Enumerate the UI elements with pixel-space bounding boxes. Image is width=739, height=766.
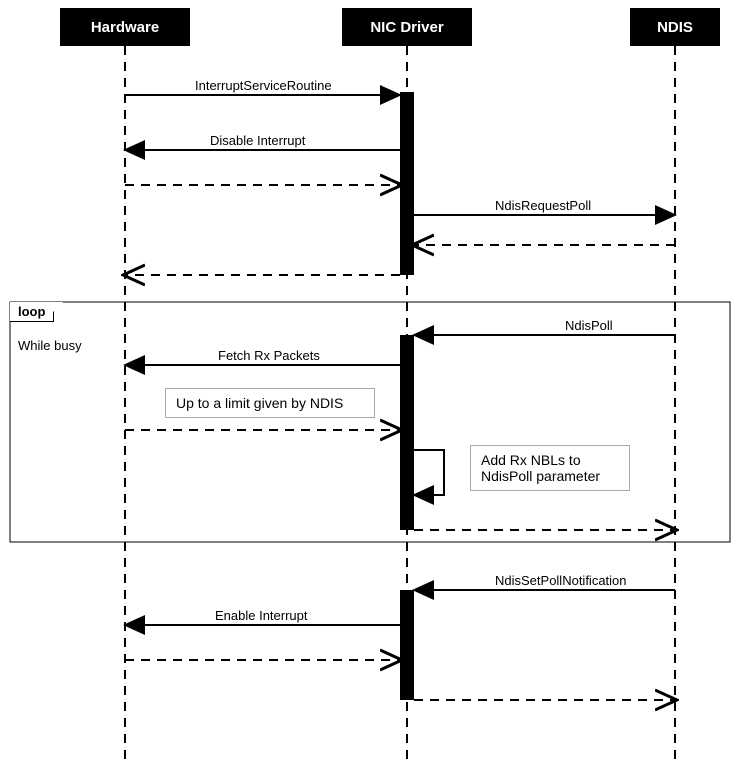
loop-keyword: loop (18, 304, 45, 319)
note-add-nbls: Add Rx NBLs to NdisPoll parameter (470, 445, 630, 491)
msg-label: Enable Interrupt (215, 608, 308, 623)
loop-condition: While busy (18, 338, 82, 353)
sequence-svg (0, 0, 739, 766)
msg-label: NdisRequestPoll (495, 198, 591, 213)
self-msg-arrow (414, 450, 444, 495)
activation-bar (400, 335, 414, 530)
msg-label: NdisSetPollNotification (495, 573, 627, 588)
msg-label: NdisPoll (565, 318, 613, 333)
msg-label: Fetch Rx Packets (218, 348, 320, 363)
loop-label: loop (10, 302, 54, 322)
msg-label: Disable Interrupt (210, 133, 305, 148)
activation-bar (400, 590, 414, 700)
loop-frame (10, 302, 730, 542)
note-limit: Up to a limit given by NDIS (165, 388, 375, 418)
msg-label: InterruptServiceRoutine (195, 78, 332, 93)
activation-bar (400, 92, 414, 275)
